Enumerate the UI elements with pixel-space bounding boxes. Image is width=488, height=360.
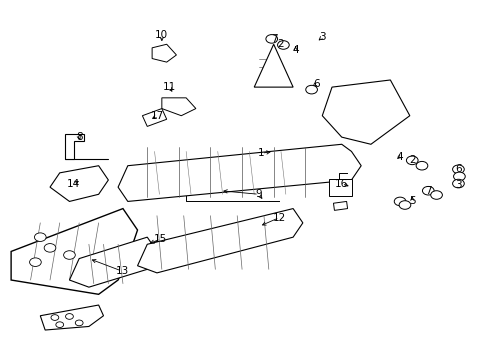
- Polygon shape: [333, 202, 347, 210]
- Circle shape: [63, 251, 75, 259]
- Text: 4: 4: [396, 152, 403, 162]
- Polygon shape: [118, 144, 361, 202]
- Text: 3: 3: [454, 180, 461, 190]
- Circle shape: [51, 315, 59, 320]
- Text: 7: 7: [424, 186, 431, 196]
- Polygon shape: [50, 166, 108, 202]
- Text: 2: 2: [408, 156, 415, 165]
- Circle shape: [430, 191, 442, 199]
- Text: 4: 4: [292, 45, 298, 55]
- Circle shape: [44, 244, 56, 252]
- Circle shape: [415, 161, 427, 170]
- Text: 3: 3: [318, 32, 325, 42]
- Text: 9: 9: [255, 189, 262, 199]
- Circle shape: [393, 197, 405, 206]
- Text: 6: 6: [312, 78, 319, 89]
- Circle shape: [75, 320, 83, 326]
- Text: 13: 13: [115, 266, 128, 276]
- Text: 2: 2: [277, 39, 284, 49]
- Circle shape: [452, 179, 463, 188]
- Circle shape: [422, 186, 433, 195]
- Text: 6: 6: [454, 164, 461, 174]
- Circle shape: [277, 41, 288, 49]
- Polygon shape: [11, 208, 137, 294]
- Circle shape: [398, 201, 410, 209]
- Text: 11: 11: [162, 82, 175, 92]
- Circle shape: [305, 85, 317, 94]
- Circle shape: [406, 156, 417, 165]
- Polygon shape: [152, 44, 176, 62]
- Text: 12: 12: [272, 212, 285, 222]
- Text: 1: 1: [258, 148, 264, 158]
- Text: 14: 14: [66, 179, 80, 189]
- Circle shape: [265, 35, 277, 43]
- Polygon shape: [137, 208, 302, 273]
- Text: 5: 5: [408, 197, 415, 206]
- Circle shape: [30, 258, 41, 266]
- FancyBboxPatch shape: [328, 179, 351, 196]
- Polygon shape: [64, 134, 84, 158]
- Circle shape: [452, 165, 463, 174]
- Polygon shape: [162, 98, 196, 116]
- Text: 17: 17: [150, 111, 163, 121]
- Polygon shape: [322, 80, 409, 144]
- Text: 10: 10: [155, 30, 168, 40]
- Circle shape: [56, 322, 63, 328]
- Text: 15: 15: [154, 234, 167, 244]
- Circle shape: [34, 233, 46, 242]
- Circle shape: [65, 314, 73, 319]
- Text: 8: 8: [76, 132, 82, 142]
- Text: 16: 16: [334, 179, 347, 189]
- Text: 7: 7: [271, 34, 277, 44]
- Circle shape: [453, 172, 464, 181]
- Polygon shape: [142, 109, 166, 126]
- Polygon shape: [254, 44, 292, 87]
- Polygon shape: [40, 305, 103, 330]
- Polygon shape: [69, 237, 157, 287]
